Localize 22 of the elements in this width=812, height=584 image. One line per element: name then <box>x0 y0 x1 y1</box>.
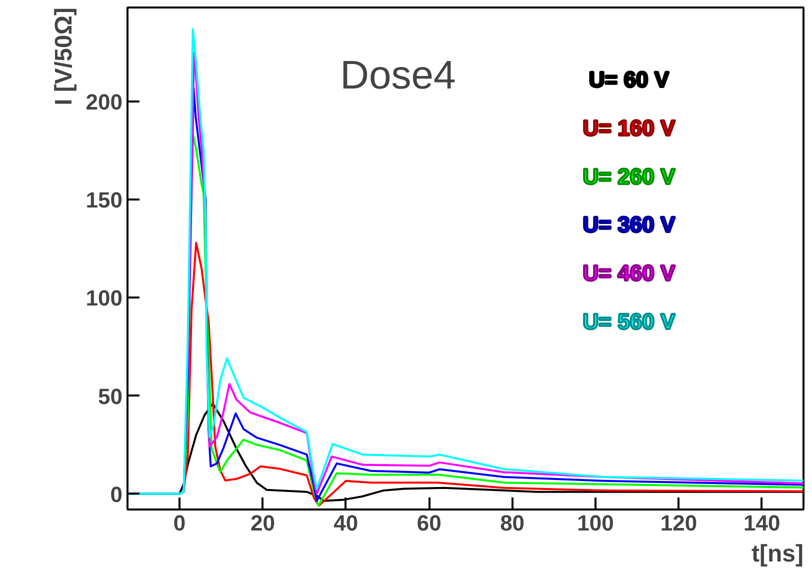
x-tick-label: 0 <box>173 510 186 536</box>
y-tick-label: 150 <box>86 188 123 213</box>
text: U= 160 V <box>582 116 676 140</box>
text: U= 460 V <box>582 260 676 286</box>
text: U= 260 V <box>582 164 676 189</box>
text: U= 60 V <box>588 67 670 92</box>
text: Dose4 <box>340 53 456 98</box>
x-tick-label: 120 <box>660 510 698 536</box>
y-tick-label: 0 <box>110 482 123 507</box>
x-tick-label: 60 <box>416 510 442 536</box>
y-tick-label: 100 <box>86 286 123 311</box>
text: U= 560 V <box>582 308 676 334</box>
x-tick-label: 80 <box>500 510 525 536</box>
y-tick-label: 200 <box>86 90 123 115</box>
text: U= 360 V <box>582 212 676 238</box>
x-axis-title: t[ns] <box>752 540 804 568</box>
x-tick-label: 100 <box>577 510 614 536</box>
y-axis-title: I [V/50Ω] <box>50 7 78 106</box>
x-tick-label: 140 <box>744 510 780 536</box>
x-tick-label: 40 <box>334 510 358 536</box>
x-tick-label: 20 <box>250 510 275 536</box>
y-tick-label: 50 <box>98 384 123 409</box>
